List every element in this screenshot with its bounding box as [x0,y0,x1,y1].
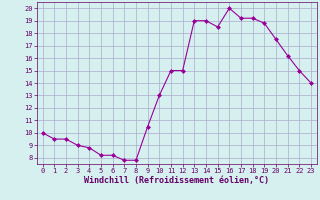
X-axis label: Windchill (Refroidissement éolien,°C): Windchill (Refroidissement éolien,°C) [84,176,269,185]
